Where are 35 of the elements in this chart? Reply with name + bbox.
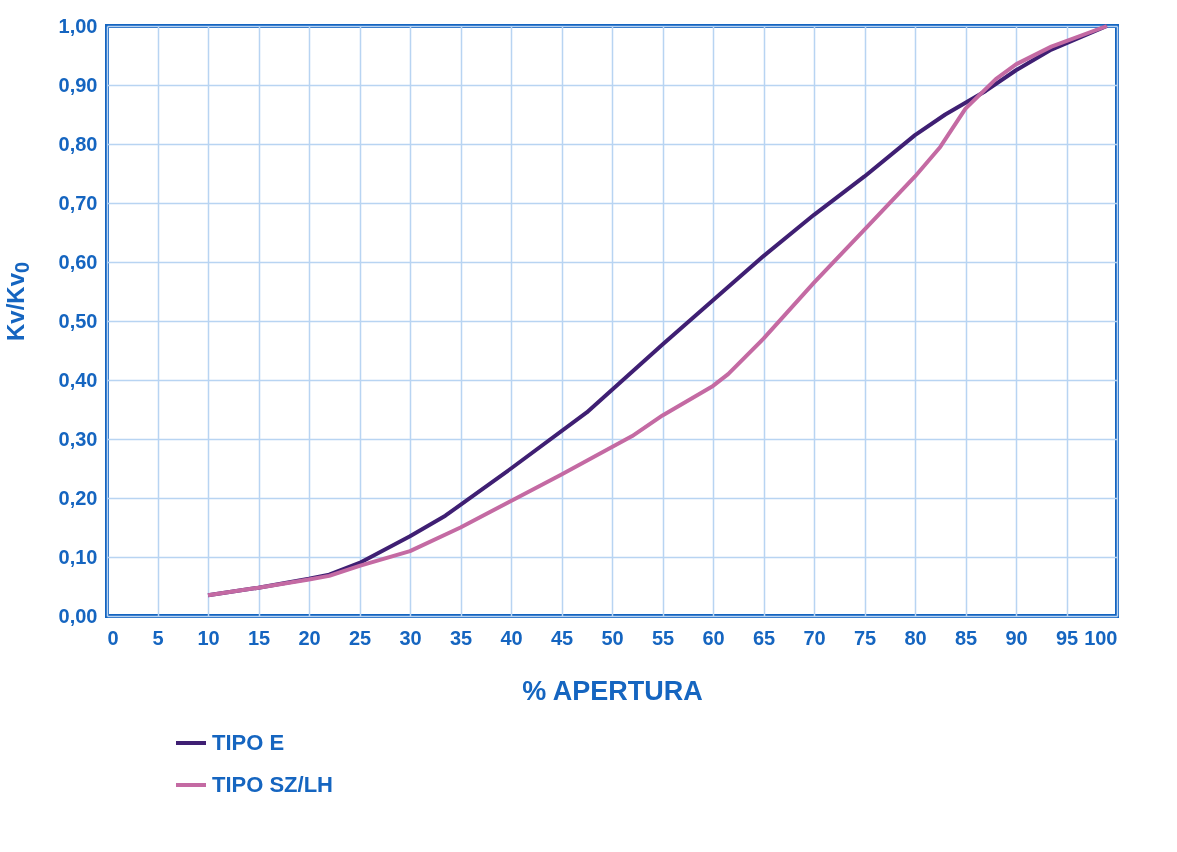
x-tick-label: 100	[1084, 626, 1118, 649]
x-axis-title: % APERTURA	[522, 675, 703, 706]
y-tick-label: 0,40	[58, 368, 98, 391]
x-tick-label: 85	[954, 626, 978, 649]
y-tick-label: 0,30	[58, 427, 98, 450]
legend-label: TIPO E	[212, 730, 285, 755]
legend-label: TIPO SZ/LH	[212, 772, 333, 797]
x-tick-label: 80	[904, 626, 927, 649]
x-tick-label: 15	[247, 626, 271, 649]
x-tick-label: 70	[803, 626, 826, 649]
x-tick-label: 65	[752, 626, 776, 649]
x-tick-label: 90	[1005, 626, 1028, 649]
y-tick-label: 0,70	[58, 191, 98, 214]
x-tick-label: 0	[107, 626, 119, 649]
x-tick-label: 40	[500, 626, 523, 649]
y-tick-label: 0,50	[58, 309, 98, 332]
y-tick-label: 0,60	[58, 250, 98, 273]
x-tick-label: 75	[853, 626, 877, 649]
x-tick-label: 55	[651, 626, 675, 649]
x-tick-label: 50	[601, 626, 624, 649]
y-tick-label: 0,80	[58, 132, 98, 155]
y-tick-label: 0,20	[58, 486, 98, 509]
x-tick-label: 25	[348, 626, 372, 649]
x-tick-label: 60	[702, 626, 725, 649]
y-tick-label: 0,00	[58, 604, 98, 627]
y-tick-label: 1,00	[58, 14, 98, 37]
x-tick-label: 95	[1055, 626, 1079, 649]
x-tick-label: 5	[152, 626, 164, 649]
x-tick-label: 45	[550, 626, 574, 649]
x-tick-label: 10	[197, 626, 220, 649]
x-tick-label: 30	[399, 626, 422, 649]
x-tick-label: 20	[298, 626, 321, 649]
x-tick-label: 35	[449, 626, 473, 649]
y-tick-label: 0,90	[58, 73, 98, 96]
y-tick-label: 0,10	[58, 545, 98, 568]
